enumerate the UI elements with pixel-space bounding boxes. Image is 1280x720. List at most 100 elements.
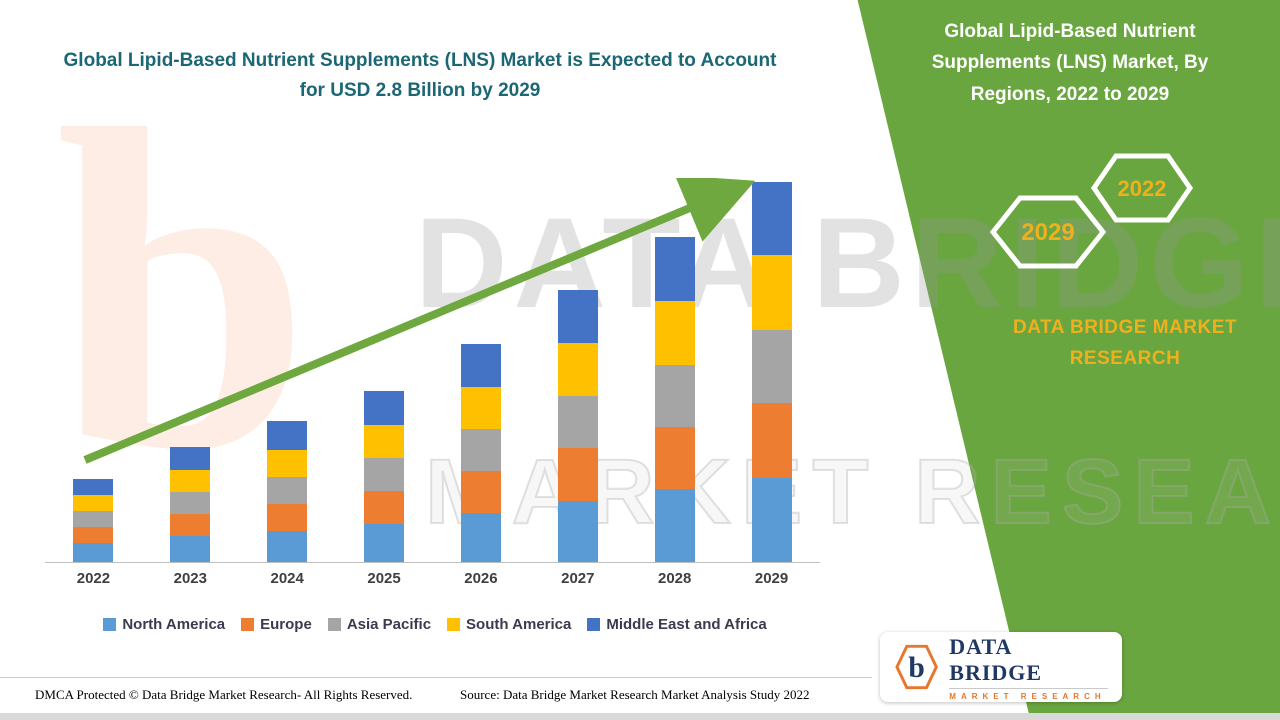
logo-title: DATA BRIDGE — [949, 634, 1108, 689]
bar-2023 — [142, 178, 239, 562]
segment-middle-east-and-africa — [557, 290, 598, 343]
bar-stack-2022 — [73, 479, 114, 562]
segment-north-america — [73, 543, 114, 562]
segment-north-america — [364, 524, 405, 562]
legend-swatch — [241, 618, 255, 631]
segment-north-america — [751, 478, 792, 562]
segment-south-america — [170, 470, 211, 492]
legend-item-south-america: South America — [447, 616, 571, 633]
segment-europe — [170, 514, 211, 536]
bar-stack-2028 — [654, 237, 695, 562]
segment-south-america — [751, 255, 792, 330]
segment-europe — [460, 471, 501, 513]
logo-subtitle: MARKET RESEARCH — [949, 691, 1106, 701]
segment-asia-pacific — [267, 477, 308, 504]
legend-label: South America — [466, 616, 572, 633]
segment-middle-east-and-africa — [73, 479, 114, 495]
bar-stack-2026 — [460, 344, 501, 562]
bar-2026 — [433, 178, 530, 562]
segment-europe — [267, 504, 308, 531]
year-badges: 2029 2022 — [990, 153, 1194, 269]
legend-swatch — [327, 618, 341, 631]
bar-stack-2025 — [364, 391, 405, 562]
x-label-2027: 2027 — [561, 570, 595, 587]
segment-europe — [557, 448, 598, 501]
x-label-2024: 2024 — [270, 570, 304, 587]
segment-north-america — [460, 513, 501, 562]
segment-middle-east-and-africa — [460, 344, 501, 387]
legend-swatch — [587, 618, 601, 631]
legend-swatch — [103, 618, 117, 631]
x-label-2025: 2025 — [367, 570, 401, 587]
segment-south-america — [654, 301, 695, 365]
segment-middle-east-and-africa — [751, 182, 792, 255]
badge-2029-label: 2029 — [1021, 219, 1074, 246]
segment-asia-pacific — [460, 429, 501, 471]
bar-stack-2024 — [267, 421, 308, 562]
segment-north-america — [654, 489, 695, 562]
legend-item-asia-pacific: Asia Pacific — [327, 616, 432, 633]
x-label-2029: 2029 — [754, 570, 789, 587]
data-bridge-logo-icon: b — [895, 644, 938, 690]
plot-area — [45, 178, 820, 563]
logo-card: b DATA BRIDGE MARKET RESEARCH — [880, 632, 1122, 702]
segment-europe — [73, 527, 114, 543]
bar-stack-2029 — [751, 182, 792, 562]
segment-north-america — [170, 536, 211, 562]
x-label-2026: 2026 — [464, 570, 498, 587]
bar-stack-2023 — [170, 447, 211, 562]
footer-divider — [0, 677, 872, 678]
segment-north-america — [557, 501, 598, 562]
segment-asia-pacific — [170, 492, 211, 514]
legend-item-europe: Europe — [241, 616, 312, 633]
panel-brand-text: DATA BRIDGE MARKET RESEARCH — [1013, 317, 1237, 370]
segment-asia-pacific — [73, 511, 114, 527]
bar-2025 — [336, 178, 433, 562]
stacked-bar-chart — [45, 178, 820, 563]
legend-label: Asia Pacific — [346, 616, 432, 633]
bottom-border-strip — [0, 713, 1280, 720]
dmca-notice: DMCA Protected © Data Bridge Market Rese… — [35, 687, 413, 702]
hexagon-2022 — [1090, 153, 1194, 223]
x-label-2028: 2028 — [658, 570, 692, 587]
segment-south-america — [460, 387, 501, 429]
segment-middle-east-and-africa — [267, 421, 308, 450]
segment-europe — [364, 491, 405, 524]
bar-2022 — [45, 178, 142, 562]
segment-south-america — [557, 343, 598, 396]
segment-asia-pacific — [364, 458, 405, 491]
legend-label: North America — [122, 616, 226, 633]
badge-2022-label: 2022 — [1118, 176, 1167, 201]
segment-asia-pacific — [751, 330, 792, 403]
legend-label: Europe — [260, 616, 312, 633]
bar-2027 — [529, 178, 626, 562]
x-label-2022: 2022 — [76, 570, 111, 587]
segment-middle-east-and-africa — [364, 391, 405, 425]
segment-middle-east-and-africa — [170, 447, 211, 470]
segment-asia-pacific — [557, 396, 598, 448]
segment-europe — [751, 403, 792, 478]
bar-2024 — [239, 178, 336, 562]
chart-headline: Global Lipid-Based Nutrient Supplements … — [63, 50, 777, 102]
legend-item-north-america: North America — [103, 616, 225, 633]
legend-swatch — [447, 618, 461, 631]
logo-letter: b — [908, 652, 924, 684]
segment-asia-pacific — [654, 365, 695, 427]
hexagon-2029 — [990, 195, 1107, 269]
segment-south-america — [364, 425, 405, 458]
segment-north-america — [267, 531, 308, 562]
segment-europe — [654, 427, 695, 489]
segment-middle-east-and-africa — [654, 237, 695, 301]
legend-label: Middle East and Africa — [606, 616, 767, 633]
segment-south-america — [73, 495, 114, 511]
panel-title: Global Lipid-Based Nutrient Supplements … — [931, 21, 1209, 105]
chart-legend: North America Europe Asia Pacific South Ame… — [40, 616, 830, 633]
segment-south-america — [267, 450, 308, 477]
bar-stack-2027 — [557, 290, 598, 562]
x-axis-labels: 2022 2023 2024 2025 2026 2027 2028 2029 — [45, 570, 820, 587]
legend-item-middle-east-and-africa: Middle East and Africa — [587, 616, 767, 633]
x-label-2023: 2023 — [173, 570, 207, 587]
logo-text: DATA BRIDGE MARKET RESEARCH — [949, 634, 1108, 701]
bar-2029 — [723, 178, 820, 562]
